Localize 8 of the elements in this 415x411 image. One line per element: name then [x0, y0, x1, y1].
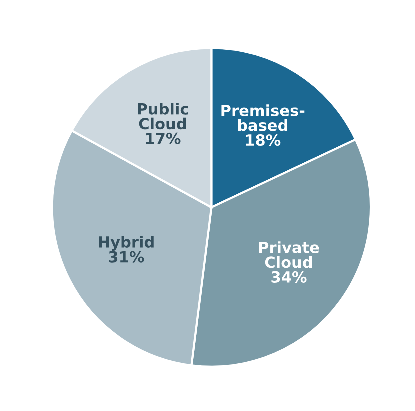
slice-label: Hybrid	[99, 236, 154, 252]
slice-label: Premises- based	[222, 104, 305, 132]
slice-label: Public Cloud	[138, 103, 188, 130]
data-label: 17%	[146, 132, 181, 144]
data-label: 34%	[272, 271, 307, 283]
slice-label: Private Cloud	[259, 242, 320, 268]
data-label: 18%	[246, 134, 281, 146]
data-label: 31%	[109, 251, 144, 263]
